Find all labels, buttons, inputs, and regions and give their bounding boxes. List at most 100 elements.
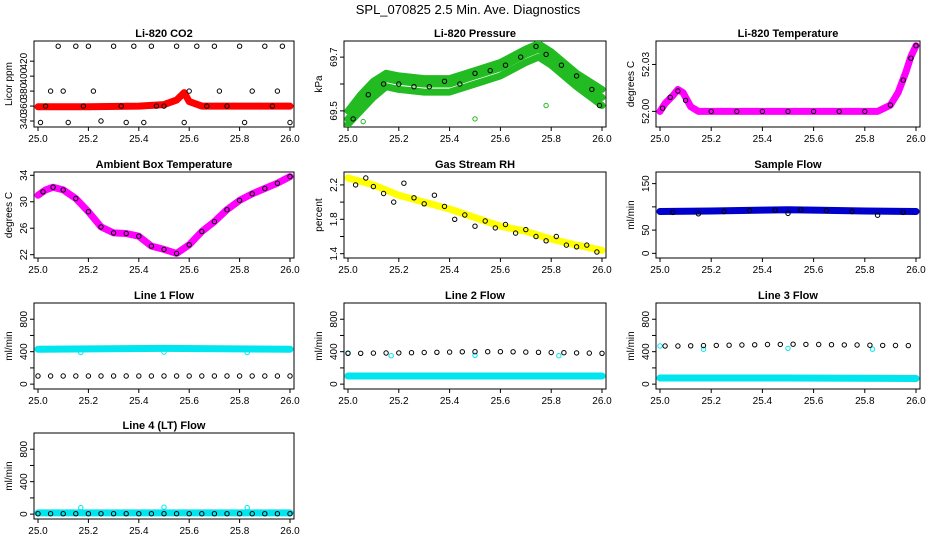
data-point — [472, 116, 478, 122]
x-tick-label: 25.6 — [804, 134, 824, 145]
plot-frame — [33, 432, 295, 520]
data-point — [816, 341, 822, 348]
data-point — [596, 102, 603, 109]
x-tick-label: 25.0 — [338, 265, 358, 276]
data-point — [262, 373, 268, 379]
data-point — [131, 43, 137, 49]
data-point — [408, 350, 415, 356]
y-tick-label: 2.2 — [329, 178, 340, 192]
series-layer — [656, 206, 920, 218]
x-tick-label: 25.8 — [541, 396, 561, 407]
data-point — [457, 81, 463, 87]
data-point — [60, 373, 66, 379]
data-point — [287, 511, 293, 517]
x-tick-label: 25.8 — [541, 134, 561, 145]
data-point — [675, 88, 681, 94]
data-point — [867, 342, 873, 348]
data-point — [543, 238, 549, 244]
data-point — [841, 342, 847, 348]
data-point — [47, 511, 54, 517]
x-tick-label: 25.6 — [804, 396, 824, 407]
x-tick-label: 25.6 — [179, 526, 199, 537]
y-axis-label: degrees C — [4, 192, 15, 238]
data-point — [396, 81, 402, 87]
y-tick-label: 400 — [329, 343, 340, 360]
data-point — [249, 373, 255, 379]
data-point — [533, 43, 539, 50]
y-axis-label: ml/min — [626, 331, 637, 360]
data-point — [287, 373, 293, 379]
data-point — [90, 88, 97, 94]
data-point — [759, 108, 766, 115]
y-tick-label: 0 — [19, 511, 30, 517]
data-point — [161, 373, 167, 379]
data-point — [803, 341, 809, 348]
data-point — [492, 225, 498, 231]
y-tick-label: 380 — [19, 82, 30, 99]
data-point — [60, 88, 66, 94]
x-tick-label: 25.2 — [79, 526, 99, 537]
data-point — [244, 349, 250, 356]
y-axis-label: ml/min — [314, 331, 325, 360]
y-tick-label: 52.00 — [641, 98, 652, 123]
y-tick-label: 69.5 — [329, 101, 340, 121]
y-tick-label: 340 — [19, 112, 30, 129]
y-tick-label: 52.03 — [641, 52, 652, 77]
y-tick-label: 0 — [641, 381, 652, 387]
data-point — [810, 108, 817, 115]
data-point — [199, 511, 205, 517]
x-tick-label: 25.4 — [129, 526, 149, 537]
data-point — [123, 511, 129, 517]
x-tick-label: 25.8 — [855, 265, 875, 276]
data-point — [892, 342, 899, 349]
panel-2: Li-820 Pressure 25.0 25.2 25.4 25.6 25.8 26.0 6… — [314, 28, 612, 145]
data-point — [708, 108, 714, 115]
data-point — [535, 349, 542, 355]
data-point — [502, 62, 509, 68]
data-point — [211, 373, 218, 379]
panel-4: Ambient Box Temperature 25.0 25.2 25.4 25.6 2… — [4, 159, 300, 276]
panel-title: Line 4 (LT) Flow — [123, 420, 206, 432]
data-point — [472, 352, 478, 358]
x-tick-label: 25.0 — [650, 134, 670, 145]
data-point — [136, 233, 142, 239]
data-point — [123, 119, 129, 126]
x-tick-label: 25.2 — [701, 134, 721, 145]
data-point — [110, 230, 117, 236]
data-point — [85, 209, 92, 215]
series-layer — [656, 341, 920, 382]
data-point — [236, 43, 243, 49]
data-point — [589, 86, 595, 93]
series-band-1 — [344, 174, 606, 254]
data-point — [563, 242, 570, 248]
x-tick-label: 25.2 — [79, 134, 99, 145]
plot-frame — [655, 40, 921, 128]
x-tick-label: 26.0 — [592, 396, 612, 407]
x-tick-label: 25.0 — [28, 396, 48, 407]
data-point — [887, 102, 894, 108]
y-tick-label: 800 — [641, 310, 652, 327]
data-point — [186, 242, 192, 248]
data-point — [236, 373, 243, 379]
data-point — [85, 373, 92, 379]
data-point — [695, 211, 702, 217]
series-band-1 — [656, 42, 920, 115]
series-band-1 — [656, 206, 920, 215]
data-point — [659, 105, 666, 111]
data-point — [459, 349, 465, 355]
data-point — [123, 373, 129, 379]
x-tick-label: 25.4 — [129, 396, 149, 407]
x-tick-label: 26.0 — [280, 396, 300, 407]
data-point — [173, 43, 180, 49]
x-tick-label: 25.2 — [701, 396, 721, 407]
data-point — [279, 43, 286, 49]
data-point — [383, 350, 389, 356]
series-layer — [344, 174, 606, 255]
data-point — [98, 118, 104, 124]
data-point — [55, 43, 61, 49]
data-point — [411, 195, 417, 201]
data-point — [558, 62, 565, 68]
data-point — [752, 342, 758, 348]
data-point — [573, 73, 580, 79]
x-tick-label: 26.0 — [280, 526, 300, 537]
